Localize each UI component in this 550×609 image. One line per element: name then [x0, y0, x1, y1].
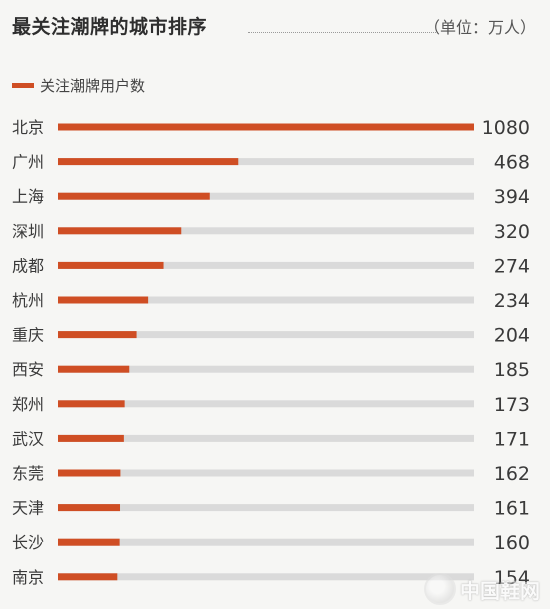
bar-track	[58, 192, 474, 200]
bar	[58, 538, 120, 546]
bar	[58, 434, 124, 442]
bar-track	[58, 331, 474, 339]
bar	[58, 261, 164, 269]
category-label: 天津	[12, 499, 44, 518]
bar-row: 天津 161	[12, 498, 530, 520]
category-label: 成都	[12, 256, 44, 275]
watermark: 中国鞋网	[424, 573, 540, 605]
bar-row: 北京 1080	[12, 117, 530, 139]
category-label: 杭州	[12, 291, 44, 310]
bar	[58, 469, 121, 477]
bar-track	[58, 261, 474, 269]
bar-track	[58, 469, 474, 477]
value-label: 274	[494, 255, 530, 277]
bar	[58, 365, 130, 373]
bar-row: 重庆 204	[12, 325, 530, 347]
bar-track	[58, 504, 474, 512]
chart-legend: 关注潮牌用户数	[12, 76, 146, 95]
category-label: 北京	[12, 118, 44, 137]
value-label: 173	[494, 394, 530, 416]
value-label: 234	[494, 290, 530, 312]
value-label: 162	[494, 463, 530, 485]
bar	[58, 296, 149, 304]
bar-track	[58, 158, 474, 166]
bar-row: 深圳 320	[12, 221, 530, 243]
bar-track	[58, 573, 474, 581]
category-label: 深圳	[12, 222, 44, 241]
bar-row: 郑州 173	[12, 394, 530, 416]
chart-header: 最关注潮牌的城市排序 （单位：万人）	[12, 10, 536, 44]
value-label: 468	[494, 152, 530, 174]
bar-row: 广州 468	[12, 152, 530, 174]
value-label: 185	[494, 359, 530, 381]
chart-title: 最关注潮牌的城市排序	[12, 16, 208, 38]
bar	[58, 504, 121, 512]
bar-row: 长沙 160	[12, 532, 530, 554]
category-label: 上海	[12, 187, 44, 206]
value-label: 1080	[482, 117, 530, 139]
category-label: 东莞	[12, 464, 44, 483]
category-label: 重庆	[12, 326, 44, 345]
bar-row: 上海 394	[12, 186, 530, 208]
bar	[58, 227, 182, 235]
bar-track	[58, 434, 474, 442]
legend-label: 关注潮牌用户数	[40, 76, 146, 95]
bar-track	[58, 227, 474, 235]
bar-row: 成都 274	[12, 255, 530, 277]
category-label: 西安	[12, 360, 44, 379]
category-label: 长沙	[12, 533, 44, 552]
watermark-text: 中国鞋网	[460, 578, 540, 603]
bar-row: 东莞 162	[12, 463, 530, 485]
category-label: 武汉	[12, 429, 44, 448]
bar-track	[58, 538, 474, 546]
legend-swatch	[12, 82, 34, 88]
value-label: 154	[494, 567, 530, 589]
bar-track	[58, 296, 474, 304]
bar-row: 南京 154	[12, 567, 530, 589]
value-label: 320	[494, 221, 530, 243]
bar	[58, 158, 239, 166]
bar	[58, 573, 118, 581]
category-label: 广州	[12, 153, 44, 172]
value-label: 160	[494, 532, 530, 554]
value-label: 204	[494, 325, 530, 347]
watermark-logo-icon	[424, 573, 456, 605]
value-label: 171	[494, 428, 530, 450]
value-label: 394	[494, 186, 530, 208]
category-label: 南京	[12, 568, 44, 587]
category-label: 郑州	[12, 395, 44, 414]
title-dotted-leader	[248, 32, 438, 33]
bar-track	[58, 365, 474, 373]
bar-row: 西安 185	[12, 359, 530, 381]
bar	[58, 331, 137, 339]
bar-track	[58, 400, 474, 408]
bar-row: 武汉 171	[12, 428, 530, 450]
unit-label: （单位：万人）	[423, 18, 536, 37]
bar	[58, 123, 474, 131]
bar-row: 杭州 234	[12, 290, 530, 312]
bar	[58, 192, 210, 200]
bar	[58, 400, 125, 408]
value-label: 161	[494, 498, 530, 520]
